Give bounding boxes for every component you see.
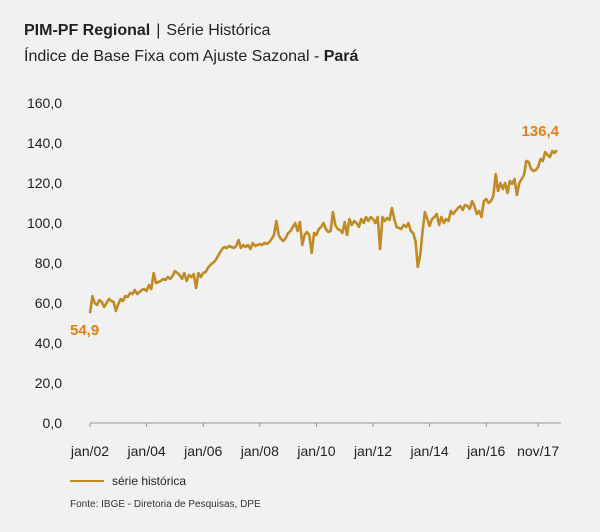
title-separator: | bbox=[156, 22, 161, 39]
series-line-serie-historica bbox=[88, 149, 558, 314]
x-tick-label: jan/10 bbox=[296, 443, 335, 459]
subtitle-region: Pará bbox=[323, 48, 359, 65]
legend: série histórica bbox=[70, 474, 186, 488]
y-axis: 0,0 20,0 40,0 60,0 80,0 100,0 120,0 140,0 160,0 bbox=[27, 95, 62, 431]
x-tick-label: jan/06 bbox=[183, 443, 222, 459]
legend-label: série histórica bbox=[112, 474, 187, 488]
chart-title: PIM-PF Regional | Série Histórica bbox=[24, 22, 270, 40]
x-tick-label: jan/16 bbox=[466, 443, 505, 459]
source-note: Fonte: IBGE - Diretoria de Pesquisas, DP… bbox=[70, 499, 261, 510]
x-tick-label: jan/04 bbox=[127, 443, 166, 459]
y-tick-label: 100,0 bbox=[27, 215, 62, 231]
legend-swatch bbox=[70, 480, 104, 482]
y-tick-label: 140,0 bbox=[27, 135, 62, 151]
x-axis: jan/02 jan/04 jan/06 jan/08 jan/10 jan/12 jan/… bbox=[70, 423, 559, 459]
chart-subtitle: Índice de Base Fixa com Ajuste Sazonal -… bbox=[24, 48, 358, 66]
y-tick-label: 160,0 bbox=[27, 95, 62, 111]
y-tick-label: 20,0 bbox=[35, 375, 62, 391]
y-tick-label: 80,0 bbox=[35, 255, 62, 271]
x-tick-label: jan/02 bbox=[70, 443, 109, 459]
y-tick-label: 120,0 bbox=[27, 175, 62, 191]
subtitle-main: Índice de Base Fixa com Ajuste Sazonal - bbox=[24, 48, 324, 65]
title-bold: PIM-PF Regional bbox=[24, 22, 151, 39]
annotation-label: 136,4 bbox=[521, 123, 559, 140]
x-tick-label: nov/17 bbox=[517, 443, 559, 459]
x-tick-label: jan/12 bbox=[353, 443, 392, 459]
y-tick-label: 60,0 bbox=[35, 295, 62, 311]
title-rest: Série Histórica bbox=[166, 22, 271, 39]
y-tick-label: 40,0 bbox=[35, 335, 62, 351]
annotations: 54,9 136,4 bbox=[70, 123, 560, 339]
y-tick-label: 0,0 bbox=[43, 415, 63, 431]
x-tick-label: jan/08 bbox=[240, 443, 279, 459]
x-tick-label: jan/14 bbox=[410, 443, 449, 459]
annotation-label: 54,9 bbox=[70, 322, 99, 339]
